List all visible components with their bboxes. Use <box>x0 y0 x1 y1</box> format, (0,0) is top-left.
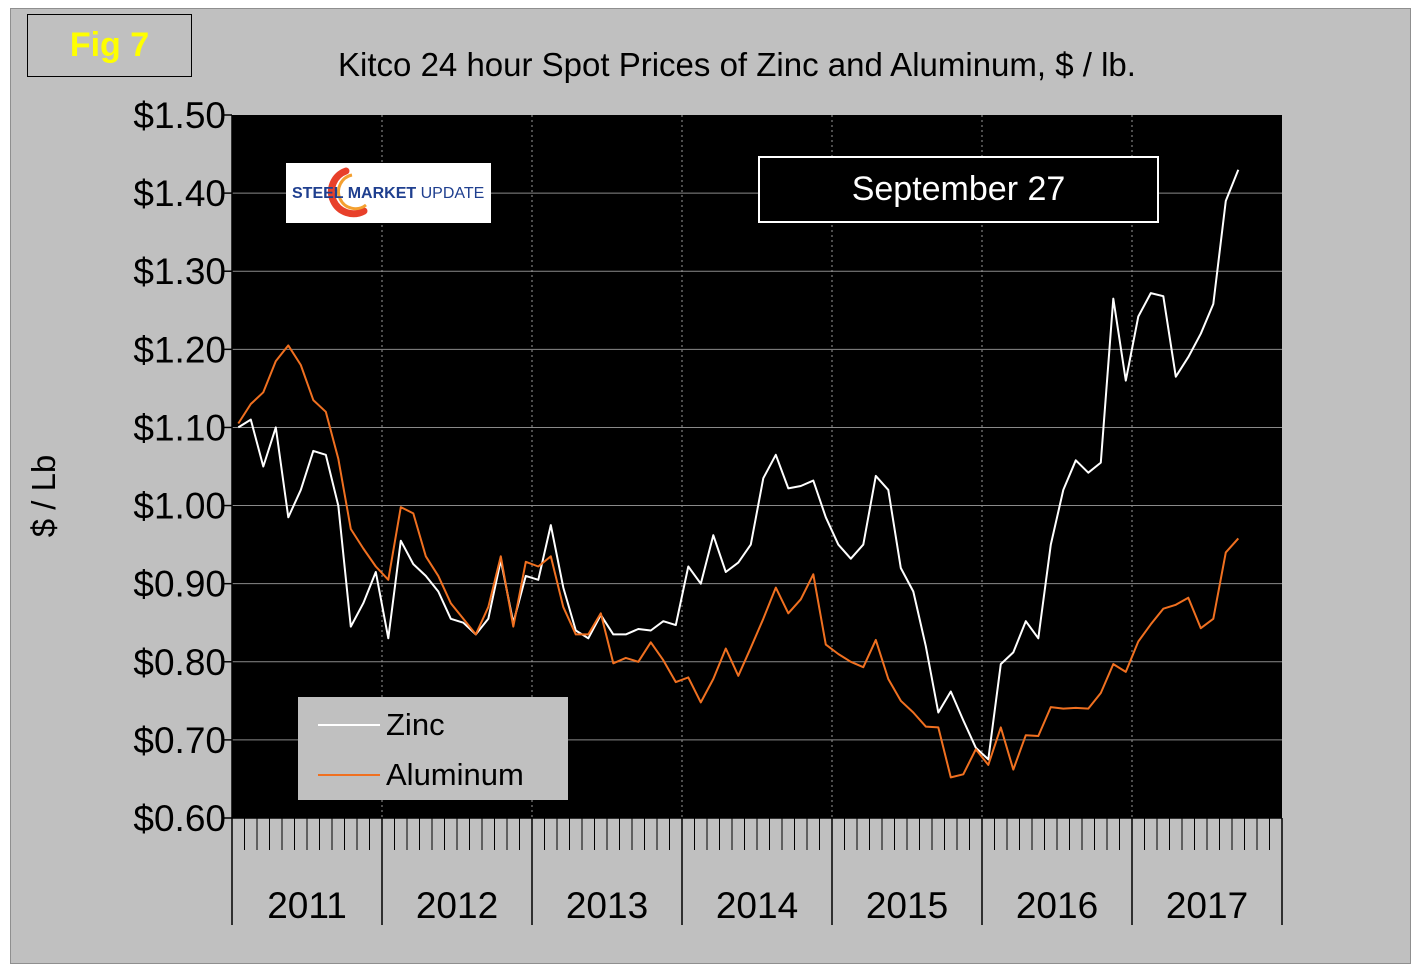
x-axis-ticks: 2011 2012 2013 2014 2015 2016 2017 <box>231 818 1283 926</box>
legend-item-aluminum: Aluminum <box>298 755 524 795</box>
logo-text-normal: UPDATE <box>420 185 485 202</box>
y-tick-label: $0.70 <box>133 720 226 761</box>
y-tick-label: $0.60 <box>133 798 226 839</box>
legend-swatch-aluminum <box>318 774 380 776</box>
figure-label: Fig 7 <box>69 26 150 64</box>
y-tick-label: $1.40 <box>133 173 226 214</box>
y-tick-label: $1.50 <box>133 95 226 136</box>
year-label-2015: 2015 <box>866 885 948 926</box>
year-label-2011: 2011 <box>267 885 347 926</box>
legend-swatch-zinc <box>318 724 380 726</box>
year-label-2016: 2016 <box>1016 885 1098 926</box>
date-annotation: September 27 <box>758 156 1159 223</box>
steel-market-update-logo: STEEL MARKET UPDATE <box>286 163 491 223</box>
series-line-aluminum <box>237 344 1240 779</box>
y-tick-label: $1.00 <box>133 486 226 527</box>
y-tick-label: $0.80 <box>133 642 226 683</box>
year-label-2017: 2017 <box>1166 885 1248 926</box>
y-tick-label: $1.30 <box>133 251 226 292</box>
logo-swoosh-icon <box>327 167 368 218</box>
series-line-zinc <box>237 169 1240 761</box>
legend-item-zinc: Zinc <box>298 705 445 745</box>
y-tick-label: $1.20 <box>133 329 226 370</box>
legend-label-aluminum: Aluminum <box>386 757 524 792</box>
series-lines <box>237 169 1240 779</box>
figure-label-box: Fig 7 <box>27 14 192 77</box>
y-tick-label: $1.10 <box>133 407 226 448</box>
legend-label-zinc: Zinc <box>386 707 445 742</box>
year-label-2012: 2012 <box>416 885 498 926</box>
y-tick-label: $0.90 <box>133 564 226 605</box>
y-axis-ticks: $0.60 $0.70 $0.80 $0.90 $1.00 $1.10 $1.20 $1.30… <box>133 95 232 839</box>
chart-title: Kitco 24 hour Spot Prices of Zinc and Al… <box>338 46 1136 83</box>
date-label: September 27 <box>851 170 1066 208</box>
logo-text-bold: STEEL MARKET <box>292 185 417 202</box>
year-label-2013: 2013 <box>566 885 648 926</box>
legend: Zinc Aluminum <box>298 697 568 800</box>
year-label-2014: 2014 <box>716 885 798 926</box>
